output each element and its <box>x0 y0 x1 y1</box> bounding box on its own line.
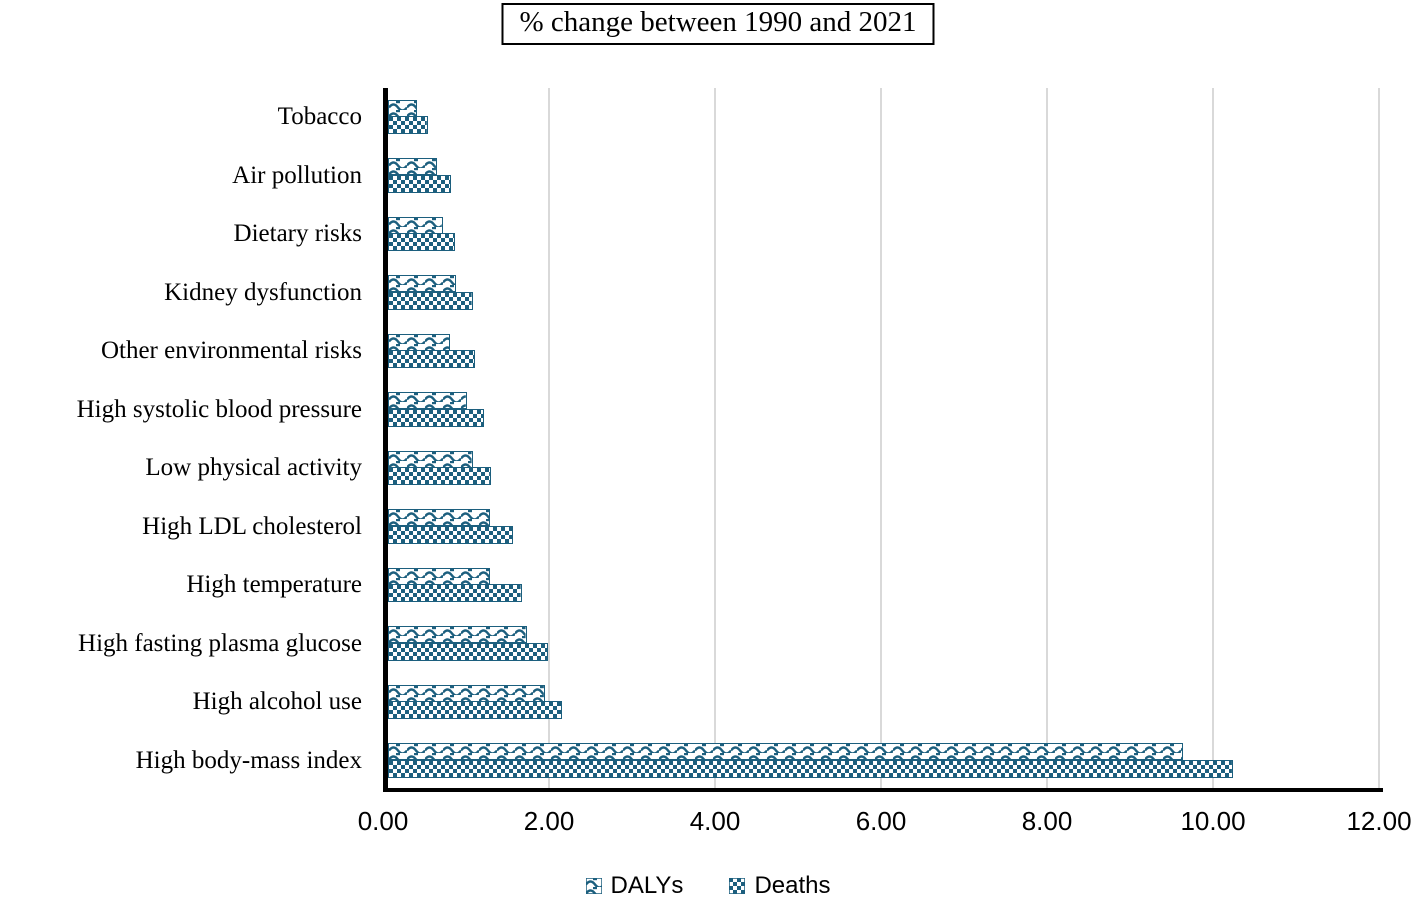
deaths-checker-pattern-swatch-icon <box>729 878 746 894</box>
bar-dalys-1 <box>388 99 418 117</box>
bar-deaths-2 <box>388 174 452 193</box>
gridline-12 <box>1378 88 1380 790</box>
bar-deaths-3 <box>388 233 456 251</box>
bar-deaths-6 <box>388 408 485 427</box>
bar-deaths-11 <box>388 701 563 719</box>
chart-title: % change between 1990 and 2021 <box>501 3 935 45</box>
x-tick-10: 10.00 <box>1180 806 1246 836</box>
bar-dalys-3 <box>388 216 443 234</box>
bar-dalys-11 <box>388 684 545 702</box>
legend-item-dalys: DALYs <box>585 872 684 900</box>
category-label-kidney-dysfunction: Kidney dysfunction <box>164 278 362 306</box>
legend-label-dalys: DALYs <box>610 872 684 899</box>
bar-deaths-10 <box>388 642 549 661</box>
category-label-tobacco: Tobacco <box>277 103 362 131</box>
bar-dalys-7 <box>388 450 473 468</box>
x-tick-12: 12.00 <box>1346 806 1412 836</box>
bar-dalys-9 <box>388 567 491 585</box>
category-label-dietary-risks: Dietary risks <box>233 220 362 248</box>
chart-legend: DALYs Deaths <box>0 872 1416 900</box>
category-label-other-environmental-risks: Other environmental risks <box>100 337 362 365</box>
gridline-8 <box>1046 88 1048 790</box>
category-label-high-temperature: High temperature <box>186 571 362 599</box>
bar-deaths-4 <box>388 291 473 310</box>
bar-deaths-1 <box>388 116 428 134</box>
bar-dalys-12 <box>388 743 1184 760</box>
bar-dalys-4 <box>388 275 457 292</box>
gridline-2 <box>548 88 550 790</box>
x-tick-4: 4.00 <box>689 806 741 836</box>
category-label-high-alcohol-use: High alcohol use <box>192 688 362 716</box>
dalys-wave-pattern-swatch-icon <box>585 878 602 894</box>
bar-deaths-12 <box>388 759 1233 778</box>
x-tick-6: 6.00 <box>855 806 907 836</box>
category-label-high-fasting-plasma-glucose: High fasting plasma glucose <box>78 629 362 657</box>
bar-dalys-2 <box>388 158 437 175</box>
bar-dalys-8 <box>388 509 491 526</box>
category-label-high-ldl-cholesterol: High LDL cholesterol <box>142 512 362 540</box>
x-tick-2: 2.00 <box>523 806 575 836</box>
y-axis-line <box>383 88 388 792</box>
x-tick-0: 0.00 <box>357 806 409 836</box>
category-label-high-body-mass-index: High body-mass index <box>135 746 362 774</box>
bar-dalys-10 <box>388 626 527 643</box>
bar-deaths-5 <box>388 350 476 368</box>
bar-dalys-6 <box>388 392 467 409</box>
category-label-high-systolic-blood-pressure: High systolic blood pressure <box>76 395 362 423</box>
bar-deaths-7 <box>388 467 491 485</box>
bar-deaths-9 <box>388 584 522 602</box>
category-label-air-pollution: Air pollution <box>232 161 362 189</box>
x-axis-line <box>383 788 1383 792</box>
bar-deaths-8 <box>388 525 514 544</box>
legend-item-deaths: Deaths <box>729 872 830 900</box>
gridline-6 <box>880 88 882 790</box>
gridline-10 <box>1212 88 1214 790</box>
category-label-low-physical-activity: Low physical activity <box>145 454 362 482</box>
x-tick-8: 8.00 <box>1021 806 1073 836</box>
legend-label-deaths: Deaths <box>754 872 831 899</box>
gridline-4 <box>714 88 716 790</box>
bar-dalys-5 <box>388 333 451 351</box>
